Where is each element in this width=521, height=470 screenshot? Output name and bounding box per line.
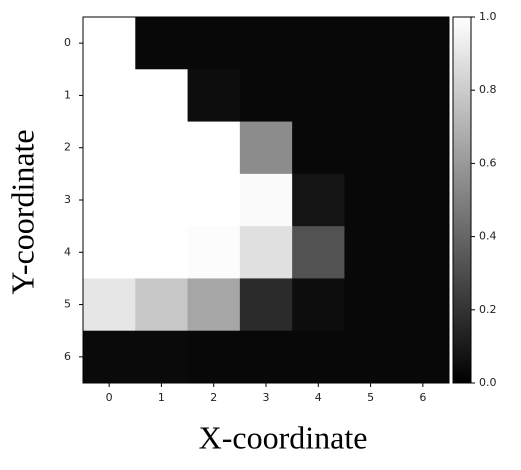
heatmap-cell <box>239 330 293 384</box>
colorbar-tick-label: 0.2 <box>479 303 497 316</box>
heatmap-cell <box>239 17 293 70</box>
y-tick-label: 4 <box>64 245 71 258</box>
heatmap-cell <box>187 330 241 384</box>
y-tick-label: 1 <box>64 88 71 101</box>
heatmap-cell <box>187 121 241 175</box>
heatmap-cell <box>344 69 398 123</box>
heatmap-cell <box>292 17 345 70</box>
heatmap-cell <box>396 278 450 332</box>
heatmap-cell <box>239 121 293 175</box>
heatmap-cell <box>344 17 398 70</box>
x-axis-label: X-coordinate <box>199 419 368 455</box>
heatmap-cell <box>396 121 450 175</box>
y-tick-label: 3 <box>64 193 71 206</box>
heatmap-cell <box>83 330 136 384</box>
heatmap-cell <box>396 17 450 70</box>
heatmap-cell <box>187 69 241 123</box>
y-tick-label: 2 <box>64 141 71 154</box>
heatmap-cell <box>396 226 450 279</box>
heatmap-cell <box>83 121 136 175</box>
heatmap-cell <box>135 121 189 175</box>
heatmap-cell <box>135 173 189 227</box>
colorbar-tick-label: 1.0 <box>479 10 497 23</box>
heatmap-cell <box>135 278 189 332</box>
heatmap-cell <box>239 226 293 279</box>
heatmap-cell <box>344 278 398 332</box>
heatmap-cell <box>83 173 136 227</box>
colorbar <box>452 16 472 384</box>
heatmap-cell <box>396 173 450 227</box>
heatmap-cell <box>83 17 136 70</box>
heatmap-cell <box>83 278 136 332</box>
heatmap-cell <box>135 69 189 123</box>
heatmap-cell <box>396 69 450 123</box>
heatmap-cell <box>239 69 293 123</box>
heatmap-cell <box>187 278 241 332</box>
y-axis-label: Y-coordinate <box>4 129 40 294</box>
x-tick-label: 5 <box>367 391 374 404</box>
x-tick-label: 2 <box>210 391 217 404</box>
heatmap-cell <box>83 226 136 279</box>
y-tick-label: 6 <box>64 350 71 363</box>
colorbar-tick-label: 0.6 <box>479 156 497 169</box>
heatmap-cell <box>187 173 241 227</box>
heatmap-cell <box>344 121 398 175</box>
x-tick-label: 1 <box>158 391 165 404</box>
heatmap-cell <box>292 226 345 279</box>
heatmap-cell <box>344 226 398 279</box>
heatmap-cell <box>187 226 241 279</box>
colorbar-tick-label: 0.0 <box>479 376 497 389</box>
heatmap-cell <box>292 173 345 227</box>
heatmap-cell <box>83 69 136 123</box>
heatmap-cell <box>239 278 293 332</box>
heatmap-cell <box>292 121 345 175</box>
x-tick-label: 6 <box>419 391 426 404</box>
x-tick-label: 3 <box>263 391 270 404</box>
x-tick-label: 0 <box>106 391 113 404</box>
y-tick-label: 5 <box>64 298 71 311</box>
heatmap-cell <box>135 330 189 384</box>
heatmap-cell <box>344 173 398 227</box>
colorbar-tick-label: 0.4 <box>479 230 497 243</box>
heatmap-cell <box>187 17 241 70</box>
colorbar-tick-label: 0.8 <box>479 83 497 96</box>
x-tick-label: 4 <box>315 391 322 404</box>
heatmap-cell <box>292 330 345 384</box>
heatmap-cell <box>292 69 345 123</box>
heatmap-cell <box>239 173 293 227</box>
y-tick-label: 0 <box>64 36 71 49</box>
heatmap-cell <box>292 278 345 332</box>
heatmap-cell <box>396 330 450 384</box>
heatmap-cell <box>135 17 189 70</box>
heatmap-cell <box>344 330 398 384</box>
heatmap-cell <box>135 226 189 279</box>
